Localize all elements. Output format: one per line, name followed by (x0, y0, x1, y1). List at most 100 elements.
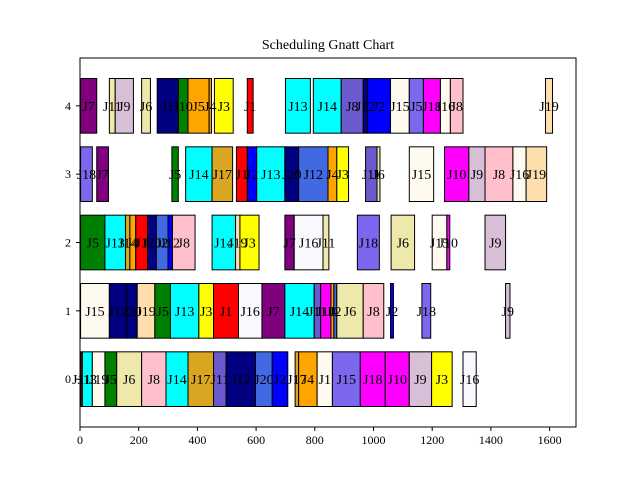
task-label: J7 (267, 305, 279, 320)
x-tick-label: 0 (77, 433, 83, 447)
task-label: J6 (372, 168, 384, 183)
task-bar (208, 78, 212, 134)
task-bar (141, 351, 167, 408)
task-label: J14 (290, 305, 309, 320)
task-label: J2 (373, 100, 385, 115)
task-label: J19 (228, 237, 247, 252)
task-label: J3 (436, 373, 448, 388)
task-label: J11 (362, 168, 381, 183)
task-label: J7 (82, 100, 94, 115)
task-label: J5 (192, 100, 204, 115)
task-label: J3 (200, 305, 212, 320)
task-label: J13 (105, 237, 124, 252)
task-bar (408, 146, 435, 202)
task-label: J1 (162, 100, 174, 115)
task-label: J10 (447, 168, 466, 183)
task-label: J1 (319, 373, 331, 388)
task-label: J1 (244, 100, 256, 115)
task-label: J1 (220, 305, 232, 320)
task-label: J15 (85, 305, 104, 320)
task-label: J5 (105, 373, 117, 388)
task-label: J3 (243, 237, 255, 252)
task-bar (362, 283, 385, 339)
task-bar (331, 351, 361, 408)
task-label: J14 (189, 168, 208, 183)
task-label: J1 (135, 237, 147, 252)
task-bar (187, 351, 215, 408)
x-tick-label: 1200 (420, 433, 444, 447)
task-label: J2 (156, 237, 168, 252)
task-label: J16 (299, 237, 318, 252)
task-bar (298, 146, 329, 202)
x-tick-label: 400 (188, 433, 206, 447)
task-bar (116, 351, 143, 408)
task-label: J12 (231, 373, 250, 388)
task-label: J16 (436, 100, 455, 115)
task-label: J19 (136, 305, 155, 320)
task-label: J2 (274, 373, 286, 388)
task-bar (256, 146, 286, 202)
task-bar (169, 283, 200, 339)
task-bar (484, 214, 507, 271)
task-label: J8 (346, 100, 358, 115)
task-label: J12 (161, 237, 180, 252)
task-bar (213, 283, 239, 339)
task-label: J11 (72, 373, 91, 388)
task-label: J8 (367, 305, 379, 320)
task-bar (322, 214, 330, 271)
task-bar (211, 146, 234, 202)
task-label: J4 (326, 168, 338, 183)
task-label: J8 (493, 168, 505, 183)
task-label: J6 (397, 237, 409, 252)
x-tick-label: 1000 (361, 433, 385, 447)
task-label: J6 (344, 305, 356, 320)
task-label: J17 (191, 373, 210, 388)
task-bar (271, 351, 289, 408)
task-label: J8 (148, 373, 160, 388)
task-label: J12 (304, 168, 323, 183)
task-label: J5 (156, 305, 168, 320)
task-label: J13 (261, 168, 280, 183)
task-bar (356, 214, 380, 271)
task-label: J20 (254, 373, 273, 388)
task-label: J11 (316, 237, 335, 252)
task-label: J20 (142, 237, 161, 252)
task-label: J13 (175, 305, 194, 320)
task-label: J19 (527, 168, 546, 183)
task-bar (525, 146, 548, 202)
task-label: J5 (410, 100, 422, 115)
task-label: J17 (287, 373, 306, 388)
task-label: J14 (318, 100, 337, 115)
task-bar (80, 283, 110, 339)
task-label: J18 (359, 237, 378, 252)
task-label: J8 (178, 237, 190, 252)
task-label: J12 (356, 100, 375, 115)
x-tick-label: 800 (306, 433, 324, 447)
task-bar (80, 146, 93, 202)
task-label: J5 (169, 168, 181, 183)
task-label: J6 (140, 100, 152, 115)
task-label: J18 (77, 168, 96, 183)
task-label: J9 (118, 100, 130, 115)
task-bar (390, 283, 394, 339)
chart-title: Scheduling Gnatt Chart (262, 38, 394, 53)
task-bar (239, 214, 260, 271)
task-label: J14 (214, 237, 233, 252)
task-bar (544, 78, 554, 134)
task-bar (284, 78, 311, 134)
task-label: J16 (460, 373, 479, 388)
task-label: J15 (412, 168, 431, 183)
task-label: J5 (87, 237, 99, 252)
task-label: J14 (118, 237, 137, 252)
task-bar (336, 146, 350, 202)
task-label: J9 (414, 373, 426, 388)
task-bar (431, 351, 453, 408)
x-tick-label: 200 (130, 433, 148, 447)
task-bar (96, 146, 109, 202)
task-label: J16 (510, 168, 529, 183)
task-label: J2 (329, 305, 341, 320)
task-label: J11 (210, 373, 229, 388)
task-label: J17 (213, 168, 232, 183)
task-bar (449, 78, 464, 134)
